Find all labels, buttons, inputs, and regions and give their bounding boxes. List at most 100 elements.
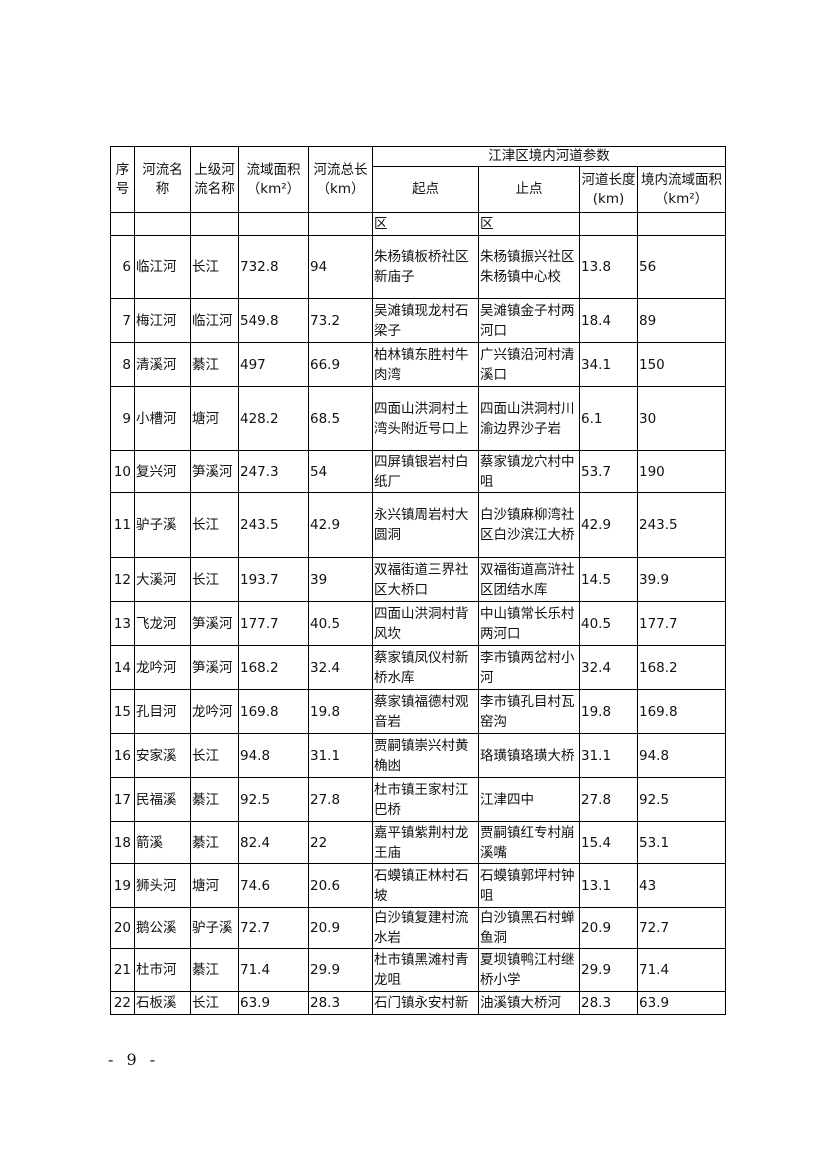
start-point: 杜市镇王家村江巴桥 xyxy=(372,777,479,822)
row-number: 15 xyxy=(110,689,135,734)
parent-river: 塘河 xyxy=(190,863,239,908)
basin-area: 74.6 xyxy=(238,863,309,908)
start-point: 双福街道三界社区大桥口 xyxy=(372,557,479,602)
local-basin-area: 94.8 xyxy=(637,733,726,778)
parent-river: 笋溪河 xyxy=(190,450,239,493)
channel-length: 53.7 xyxy=(579,450,638,493)
local-basin-area: 89 xyxy=(637,298,726,343)
row-number: 16 xyxy=(110,733,135,778)
channel-length: 20.9 xyxy=(579,907,638,949)
parent-river: 长江 xyxy=(190,733,239,778)
river-name: 狮头河 xyxy=(134,863,191,908)
parent-river: 綦江 xyxy=(190,948,239,992)
start-point: 四屏镇银岩村白纸厂 xyxy=(372,450,479,493)
header-no: 序号 xyxy=(110,146,135,213)
table-row: 6 临江河 长江 732.8 94 朱杨镇板桥社区新庙子 朱杨镇振兴社区朱杨镇中心校 13.8… xyxy=(110,235,726,299)
end-point: 贾嗣镇红专村崩溪嘴 xyxy=(478,821,580,864)
channel-length: 28.3 xyxy=(579,991,638,1015)
table-row: 18 箭溪 綦江 82.4 22 嘉平镇紫荆村龙王庙 贾嗣镇红专村崩溪嘴 15.4 53.1 xyxy=(110,821,726,864)
local-basin-area: 177.7 xyxy=(637,601,726,646)
total-length: 19.8 xyxy=(308,689,373,734)
parent-river: 长江 xyxy=(190,557,239,602)
table-row: 16 安家溪 长江 94.8 31.1 贾嗣镇崇兴村黄桷凼 珞璜镇珞璜大桥 31.1 94.8 xyxy=(110,733,726,778)
total-length: 94 xyxy=(308,235,373,299)
river-name: 驴子溪 xyxy=(134,492,191,558)
start-point: 白沙镇复建村流水岩 xyxy=(372,907,479,949)
basin-area: 63.9 xyxy=(238,991,309,1015)
table-row: 12 大溪河 长江 193.7 39 双福街道三界社区大桥口 双福街道高浒社区团结水库 14.… xyxy=(110,557,726,602)
end-point: 江津四中 xyxy=(478,777,580,822)
start-point: 四面山洪洞村土湾头附近号口上 xyxy=(372,386,479,451)
river-name: 小槽河 xyxy=(134,386,191,451)
channel-length: 14.5 xyxy=(579,557,638,602)
start-point: 朱杨镇板桥社区新庙子 xyxy=(372,235,479,299)
river-name: 安家溪 xyxy=(134,733,191,778)
basin-area: 247.3 xyxy=(238,450,309,493)
end-point: 珞璜镇珞璜大桥 xyxy=(478,733,580,778)
end-point: 李市镇两岔村小河 xyxy=(478,645,580,690)
parent-river: 綦江 xyxy=(190,342,239,387)
table-row: 15 孔目河 龙吟河 169.8 19.8 蔡家镇福德村观音岩 李市镇孔目村瓦窑沟 19.8 1… xyxy=(110,689,726,734)
basin-area: 428.2 xyxy=(238,386,309,451)
river-name: 临江河 xyxy=(134,235,191,299)
channel-length: 34.1 xyxy=(579,342,638,387)
basin-area: 82.4 xyxy=(238,821,309,864)
channel-length: 27.8 xyxy=(579,777,638,822)
total-length: 20.6 xyxy=(308,863,373,908)
parent-river: 綦江 xyxy=(190,821,239,864)
table-row: 8 清溪河 綦江 497 66.9 柏林镇东胜村牛肉湾 广兴镇沿河村清溪口 34.1 150 xyxy=(110,342,726,387)
local-basin-area: 43 xyxy=(637,863,726,908)
river-name: 箭溪 xyxy=(134,821,191,864)
header-group: 江津区境内河道参数 xyxy=(372,146,726,167)
end-point: 中山镇常长乐村两河口 xyxy=(478,601,580,646)
row-number: 22 xyxy=(110,991,135,1015)
basin-area: 177.7 xyxy=(238,601,309,646)
channel-length: 13.8 xyxy=(579,235,638,299)
parent-river: 塘河 xyxy=(190,386,239,451)
channel-length: 15.4 xyxy=(579,821,638,864)
total-length: 54 xyxy=(308,450,373,493)
start-point: 永兴镇周岩村大圆洞 xyxy=(372,492,479,558)
local-basin-area: 71.4 xyxy=(637,948,726,992)
header-parent: 上级河流名称 xyxy=(190,146,239,213)
local-basin-area: 72.7 xyxy=(637,907,726,949)
end-point: 双福街道高浒社区团结水库 xyxy=(478,557,580,602)
header-length: 河道长度(km) xyxy=(579,166,638,213)
river-name xyxy=(134,212,191,236)
end-point: 蔡家镇龙穴村中咀 xyxy=(478,450,580,493)
local-basin-area: 190 xyxy=(637,450,726,493)
river-name: 飞龙河 xyxy=(134,601,191,646)
table-row: 9 小槽河 塘河 428.2 68.5 四面山洪洞村土湾头附近号口上 四面山洪洞村川渝边界沙… xyxy=(110,386,726,451)
channel-length: 19.8 xyxy=(579,689,638,734)
total-length: 27.8 xyxy=(308,777,373,822)
total-length: 66.9 xyxy=(308,342,373,387)
basin-area: 193.7 xyxy=(238,557,309,602)
end-point: 李市镇孔目村瓦窑沟 xyxy=(478,689,580,734)
local-basin-area: 243.5 xyxy=(637,492,726,558)
channel-length: 40.5 xyxy=(579,601,638,646)
start-point: 石蟆镇正林村石坡 xyxy=(372,863,479,908)
start-point: 嘉平镇紫荆村龙王庙 xyxy=(372,821,479,864)
end-point: 白沙镇黑石村蝉鱼洞 xyxy=(478,907,580,949)
river-name: 石板溪 xyxy=(134,991,191,1015)
parent-river: 笋溪河 xyxy=(190,601,239,646)
start-point: 柏林镇东胜村牛肉湾 xyxy=(372,342,479,387)
river-name: 梅江河 xyxy=(134,298,191,343)
channel-length: 6.1 xyxy=(579,386,638,451)
end-point: 吴滩镇金子村两河口 xyxy=(478,298,580,343)
total-length: 73.2 xyxy=(308,298,373,343)
basin-area: 549.8 xyxy=(238,298,309,343)
table-row: 17 民福溪 綦江 92.5 27.8 杜市镇王家村江巴桥 江津四中 27.8 92.5 xyxy=(110,777,726,822)
parent-river: 临江河 xyxy=(190,298,239,343)
end-point: 广兴镇沿河村清溪口 xyxy=(478,342,580,387)
table-row: 7 梅江河 临江河 549.8 73.2 吴滩镇现龙村石梁子 吴滩镇金子村两河口 18.4 89 xyxy=(110,298,726,343)
river-name: 大溪河 xyxy=(134,557,191,602)
basin-area: 243.5 xyxy=(238,492,309,558)
row-number: 21 xyxy=(110,948,135,992)
header-area: 流域面积（km²） xyxy=(238,146,309,213)
parent-river: 驴子溪 xyxy=(190,907,239,949)
start-point: 贾嗣镇崇兴村黄桷凼 xyxy=(372,733,479,778)
table-row: 19 狮头河 塘河 74.6 20.6 石蟆镇正林村石坡 石蟆镇郭坪村钟咀 13.1 43 xyxy=(110,863,726,908)
end-point: 石蟆镇郭坪村钟咀 xyxy=(478,863,580,908)
row-number: 20 xyxy=(110,907,135,949)
